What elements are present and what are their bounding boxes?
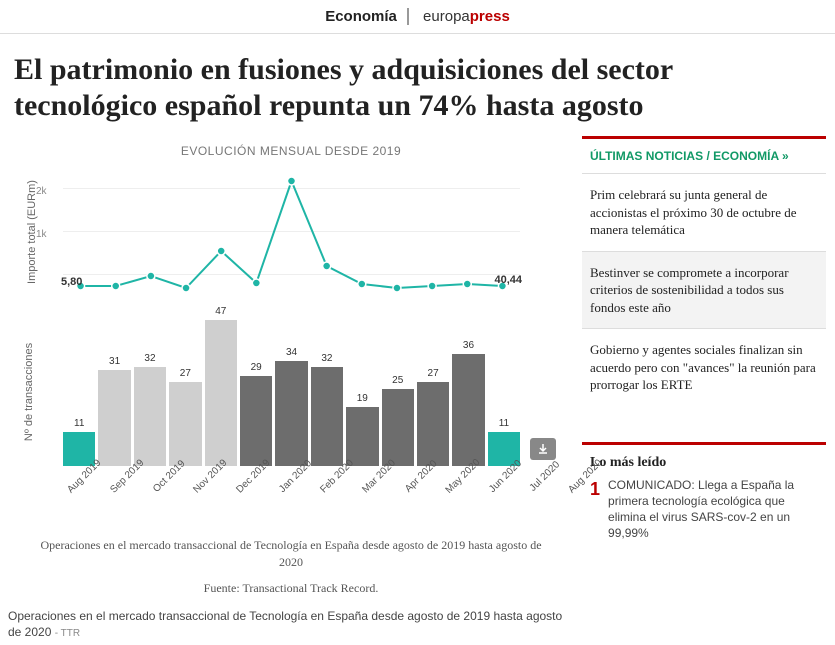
sidebar-mostread: Lo más leído 1 COMUNICADO: Llega a Españ… xyxy=(582,442,826,552)
mostread-item[interactable]: 1 COMUNICADO: Llega a España la primera … xyxy=(590,477,818,542)
bar: 47 xyxy=(205,320,237,466)
line-series xyxy=(63,176,520,306)
ytick: 2k xyxy=(36,186,47,197)
mostread-title: COMUNICADO: Llega a España la primera te… xyxy=(608,477,818,542)
bar: 34 xyxy=(275,361,307,466)
figure-caption: Operaciones en el mercado transaccional … xyxy=(8,604,574,645)
bar: 29 xyxy=(240,376,272,466)
bar-label: 32 xyxy=(134,353,166,364)
callout-right: 40,44 xyxy=(494,274,522,286)
chart: EVOLUCIÓN MENSUAL DESDE 2019 Importe tot… xyxy=(8,136,574,531)
bar-label: 25 xyxy=(382,375,414,386)
bar: 32 xyxy=(134,367,166,466)
caption-text: Operaciones en el mercado transaccional … xyxy=(8,609,562,640)
sidebar-item[interactable]: Bestinver se compromete a incorporar cri… xyxy=(582,251,826,329)
sidebar-item[interactable]: Gobierno y agentes sociales finalizan si… xyxy=(582,328,826,406)
callout-left: 5,80 xyxy=(61,276,82,288)
section-link[interactable]: Economía xyxy=(325,8,409,25)
bar: 27 xyxy=(169,382,201,466)
chart-caption: Operaciones en el mercado transaccional … xyxy=(8,531,574,577)
page-title: El patrimonio en fusiones y adquisicione… xyxy=(0,34,835,136)
bar: 36 xyxy=(452,354,484,466)
ytick: 1k xyxy=(36,229,47,240)
bar-label: 29 xyxy=(240,362,272,373)
bar-label: 27 xyxy=(417,368,449,379)
bar: 25 xyxy=(382,389,414,467)
brand-press[interactable]: press xyxy=(470,8,510,25)
sidebar-latest: ÚLTIMAS NOTICIAS / ECONOMÍA » Prim celeb… xyxy=(582,136,826,406)
bar-label: 19 xyxy=(346,393,378,404)
bar-label: 31 xyxy=(98,356,130,367)
bar: 27 xyxy=(417,382,449,466)
bar: 32 xyxy=(311,367,343,466)
bar-label: 34 xyxy=(275,347,307,358)
bar-label: 47 xyxy=(205,306,237,317)
sidebar-item[interactable]: Prim celebrará su junta general de accio… xyxy=(582,173,826,251)
plot-area: 5,80 40,44 11313227472934321925273611 xyxy=(63,176,520,466)
chart-source: Fuente: Transactional Track Record. xyxy=(8,577,574,604)
bar-label: 32 xyxy=(311,353,343,364)
bar-label: 11 xyxy=(488,418,520,429)
bar-label: 27 xyxy=(169,368,201,379)
chart-title: EVOLUCIÓN MENSUAL DESDE 2019 xyxy=(8,144,574,158)
download-button[interactable] xyxy=(530,438,556,460)
x-tick-label: Jul 2020 xyxy=(528,459,563,494)
topbar: Economía europapress xyxy=(0,0,835,34)
bar: 19 xyxy=(346,407,378,466)
sidebar-head[interactable]: ÚLTIMAS NOTICIAS / ECONOMÍA » xyxy=(582,136,826,173)
download-icon xyxy=(537,443,549,455)
mostread-rank: 1 xyxy=(590,477,600,542)
bar-label: 11 xyxy=(63,418,95,429)
bar: 31 xyxy=(98,370,130,466)
y-axis-bot-label: Nº de transacciones xyxy=(23,343,35,441)
bar-label: 36 xyxy=(452,340,484,351)
caption-source: - TTR xyxy=(55,628,80,639)
brand-europa[interactable]: europa xyxy=(423,8,470,25)
mostread-head: Lo más leído xyxy=(590,455,818,477)
